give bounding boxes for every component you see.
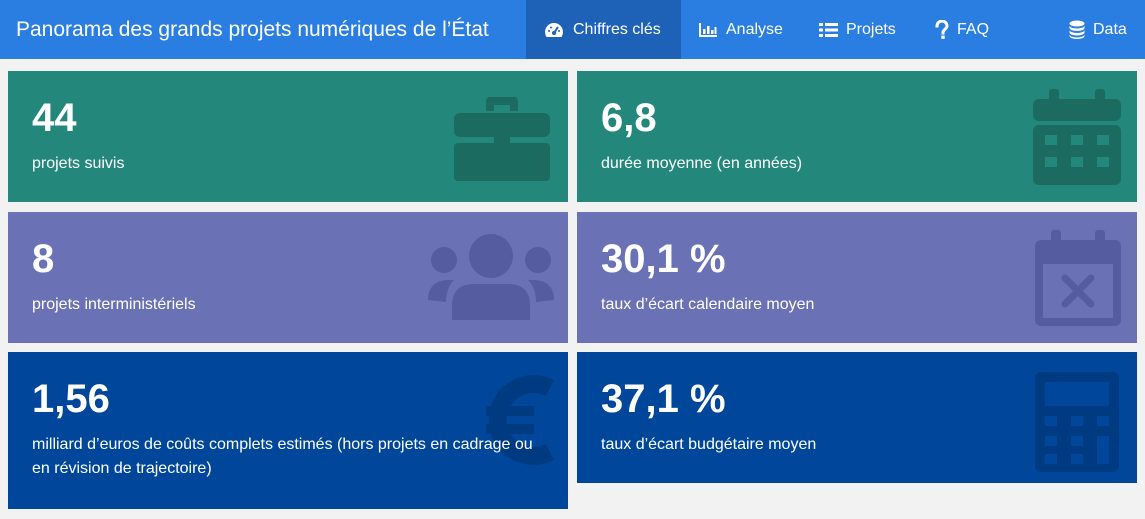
calendar-times-icon <box>1035 230 1121 326</box>
stat-value: 37,1 % <box>601 377 726 421</box>
nav-analyse[interactable]: Analyse <box>698 0 783 59</box>
users-icon <box>428 234 554 320</box>
stat-label: projets suivis <box>32 155 125 172</box>
nav-chiffres-cles[interactable]: Chiffres clés <box>526 0 681 59</box>
site-title[interactable]: Panorama des grands projets numériques d… <box>16 18 489 41</box>
stat-label: projets interministériels <box>32 296 196 313</box>
calendar-icon <box>1033 89 1121 185</box>
dashboard-icon <box>544 22 564 37</box>
nav-projets[interactable]: Projets <box>819 0 896 59</box>
euro-icon <box>486 375 555 465</box>
nav-data[interactable]: Data <box>1069 0 1127 59</box>
stat-value: 6,8 <box>601 96 657 140</box>
stat-box-budget-gap: 37,1 % taux d’écart budgétaire moyen <box>577 352 1137 483</box>
nav-label: Projets <box>846 20 896 38</box>
bar-chart-icon <box>699 22 717 37</box>
stat-box-schedule-gap: 30,1 % taux d’écart calendaire moyen <box>577 212 1137 343</box>
stat-label: taux d’écart calendaire moyen <box>601 296 815 313</box>
nav-label: Chiffres clés <box>573 20 661 38</box>
nav-label: Analyse <box>726 20 783 38</box>
database-icon <box>1069 20 1085 39</box>
briefcase-icon <box>454 97 550 181</box>
stat-label: taux d’écart budgétaire moyen <box>601 436 817 453</box>
stat-box-duration: 6,8 durée moyenne (en années) <box>577 71 1137 202</box>
list-icon <box>819 22 838 37</box>
stat-value: 8 <box>32 237 55 281</box>
stat-label: durée moyenne (en années) <box>601 155 803 172</box>
stat-label: milliard d’euros de coûts complets estim… <box>32 436 533 477</box>
nav-faq[interactable]: FAQ <box>935 0 989 59</box>
stat-box-costs: 1,56 milliard d’euros de coûts complets … <box>8 352 568 509</box>
stat-value: 30,1 % <box>601 237 726 281</box>
stat-box-projects: 44 projets suivis <box>8 71 568 202</box>
nav-label: Data <box>1093 20 1127 38</box>
stat-box-interministerial: 8 projets interministériels <box>8 212 568 343</box>
calculator-icon <box>1035 372 1119 472</box>
question-icon <box>935 19 949 39</box>
top-navbar: Panorama des grands projets numériques d… <box>0 0 1145 59</box>
stat-value: 1,56 <box>32 377 110 421</box>
stat-value: 44 <box>32 96 77 140</box>
nav-label: FAQ <box>957 20 990 38</box>
